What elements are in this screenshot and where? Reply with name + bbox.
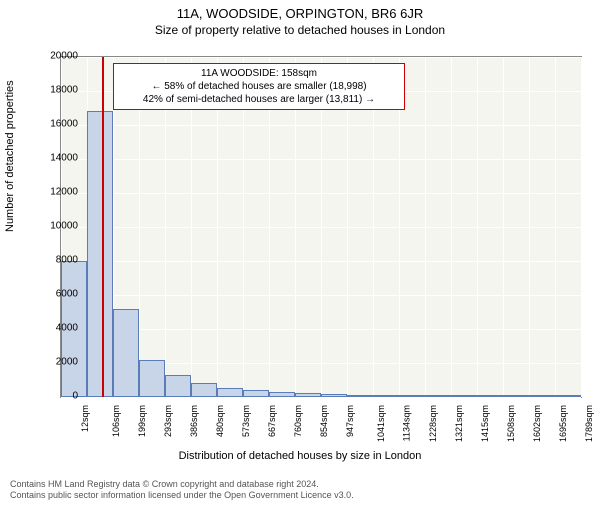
histogram-bar: [87, 111, 113, 397]
x-tick-label: 1602sqm: [532, 405, 542, 442]
histogram-bar: [113, 309, 139, 397]
histogram-bar: [477, 395, 503, 397]
x-tick-label: 199sqm: [137, 405, 147, 437]
chart-subtitle: Size of property relative to detached ho…: [0, 23, 600, 37]
chart-title: 11A, WOODSIDE, ORPINGTON, BR6 6JR: [0, 6, 600, 21]
x-tick-label: 854sqm: [319, 405, 329, 437]
chart-container: 11A, WOODSIDE, ORPINGTON, BR6 6JR Size o…: [0, 6, 600, 506]
histogram-bar: [269, 392, 295, 397]
gridline-v: [555, 57, 556, 397]
x-tick-label: 1041sqm: [376, 405, 386, 442]
gridline-v: [477, 57, 478, 397]
histogram-bar: [529, 395, 555, 397]
x-tick-label: 106sqm: [111, 405, 121, 437]
footer-text: Contains HM Land Registry data © Crown c…: [10, 479, 354, 502]
x-tick-label: 386sqm: [189, 405, 199, 437]
y-tick-label: 8000: [38, 255, 78, 266]
x-tick-label: 1228sqm: [428, 405, 438, 442]
y-tick-label: 6000: [38, 289, 78, 300]
histogram-bar: [373, 395, 399, 397]
gridline-h: [61, 397, 581, 398]
annotation-line: 42% of semi-detached houses are larger (…: [119, 93, 399, 106]
histogram-bar: [139, 360, 165, 397]
histogram-bar: [555, 395, 581, 397]
histogram-bar: [321, 394, 347, 397]
histogram-bar: [165, 375, 191, 397]
x-tick-label: 1415sqm: [480, 405, 490, 442]
gridline-v: [503, 57, 504, 397]
y-tick-label: 12000: [38, 187, 78, 198]
x-axis-label: Distribution of detached houses by size …: [0, 450, 600, 462]
gridline-v: [529, 57, 530, 397]
x-tick-label: 1695sqm: [558, 405, 568, 442]
y-tick-label: 2000: [38, 357, 78, 368]
y-tick-label: 20000: [38, 51, 78, 62]
histogram-bar: [243, 390, 269, 397]
footer-line2: Contains public sector information licen…: [10, 490, 354, 502]
y-tick-label: 16000: [38, 119, 78, 130]
gridline-v: [425, 57, 426, 397]
histogram-bar: [399, 395, 425, 397]
histogram-bar: [503, 395, 529, 397]
histogram-bar: [451, 395, 477, 397]
x-tick-label: 1321sqm: [454, 405, 464, 442]
y-tick-label: 18000: [38, 85, 78, 96]
gridline-v: [581, 57, 582, 397]
histogram-bar: [295, 393, 321, 397]
histogram-bar: [347, 395, 373, 397]
y-tick-label: 10000: [38, 221, 78, 232]
x-tick-label: 1134sqm: [401, 405, 411, 441]
property-marker-line: [102, 57, 104, 397]
x-tick-label: 947sqm: [345, 405, 355, 437]
x-tick-label: 12sqm: [80, 405, 90, 432]
annotation-line: ← 58% of detached houses are smaller (18…: [119, 80, 399, 93]
y-tick-label: 4000: [38, 323, 78, 334]
histogram-bar: [217, 388, 243, 397]
x-tick-label: 667sqm: [267, 405, 277, 437]
x-tick-label: 480sqm: [215, 405, 225, 437]
x-tick-label: 760sqm: [293, 405, 303, 437]
histogram-bar: [191, 383, 217, 397]
x-tick-label: 1508sqm: [506, 405, 516, 442]
histogram-bar: [425, 395, 451, 397]
y-axis-label: Number of detached properties: [4, 80, 16, 232]
y-tick-label: 0: [38, 391, 78, 402]
footer-line1: Contains HM Land Registry data © Crown c…: [10, 479, 354, 491]
x-tick-label: 1789sqm: [584, 405, 594, 442]
annotation-line: 11A WOODSIDE: 158sqm: [119, 67, 399, 80]
x-tick-label: 293sqm: [163, 405, 173, 437]
annotation-box: 11A WOODSIDE: 158sqm← 58% of detached ho…: [113, 63, 405, 110]
gridline-v: [451, 57, 452, 397]
plot-area: 11A WOODSIDE: 158sqm← 58% of detached ho…: [60, 56, 582, 398]
x-tick-label: 573sqm: [241, 405, 251, 437]
y-tick-label: 14000: [38, 153, 78, 164]
